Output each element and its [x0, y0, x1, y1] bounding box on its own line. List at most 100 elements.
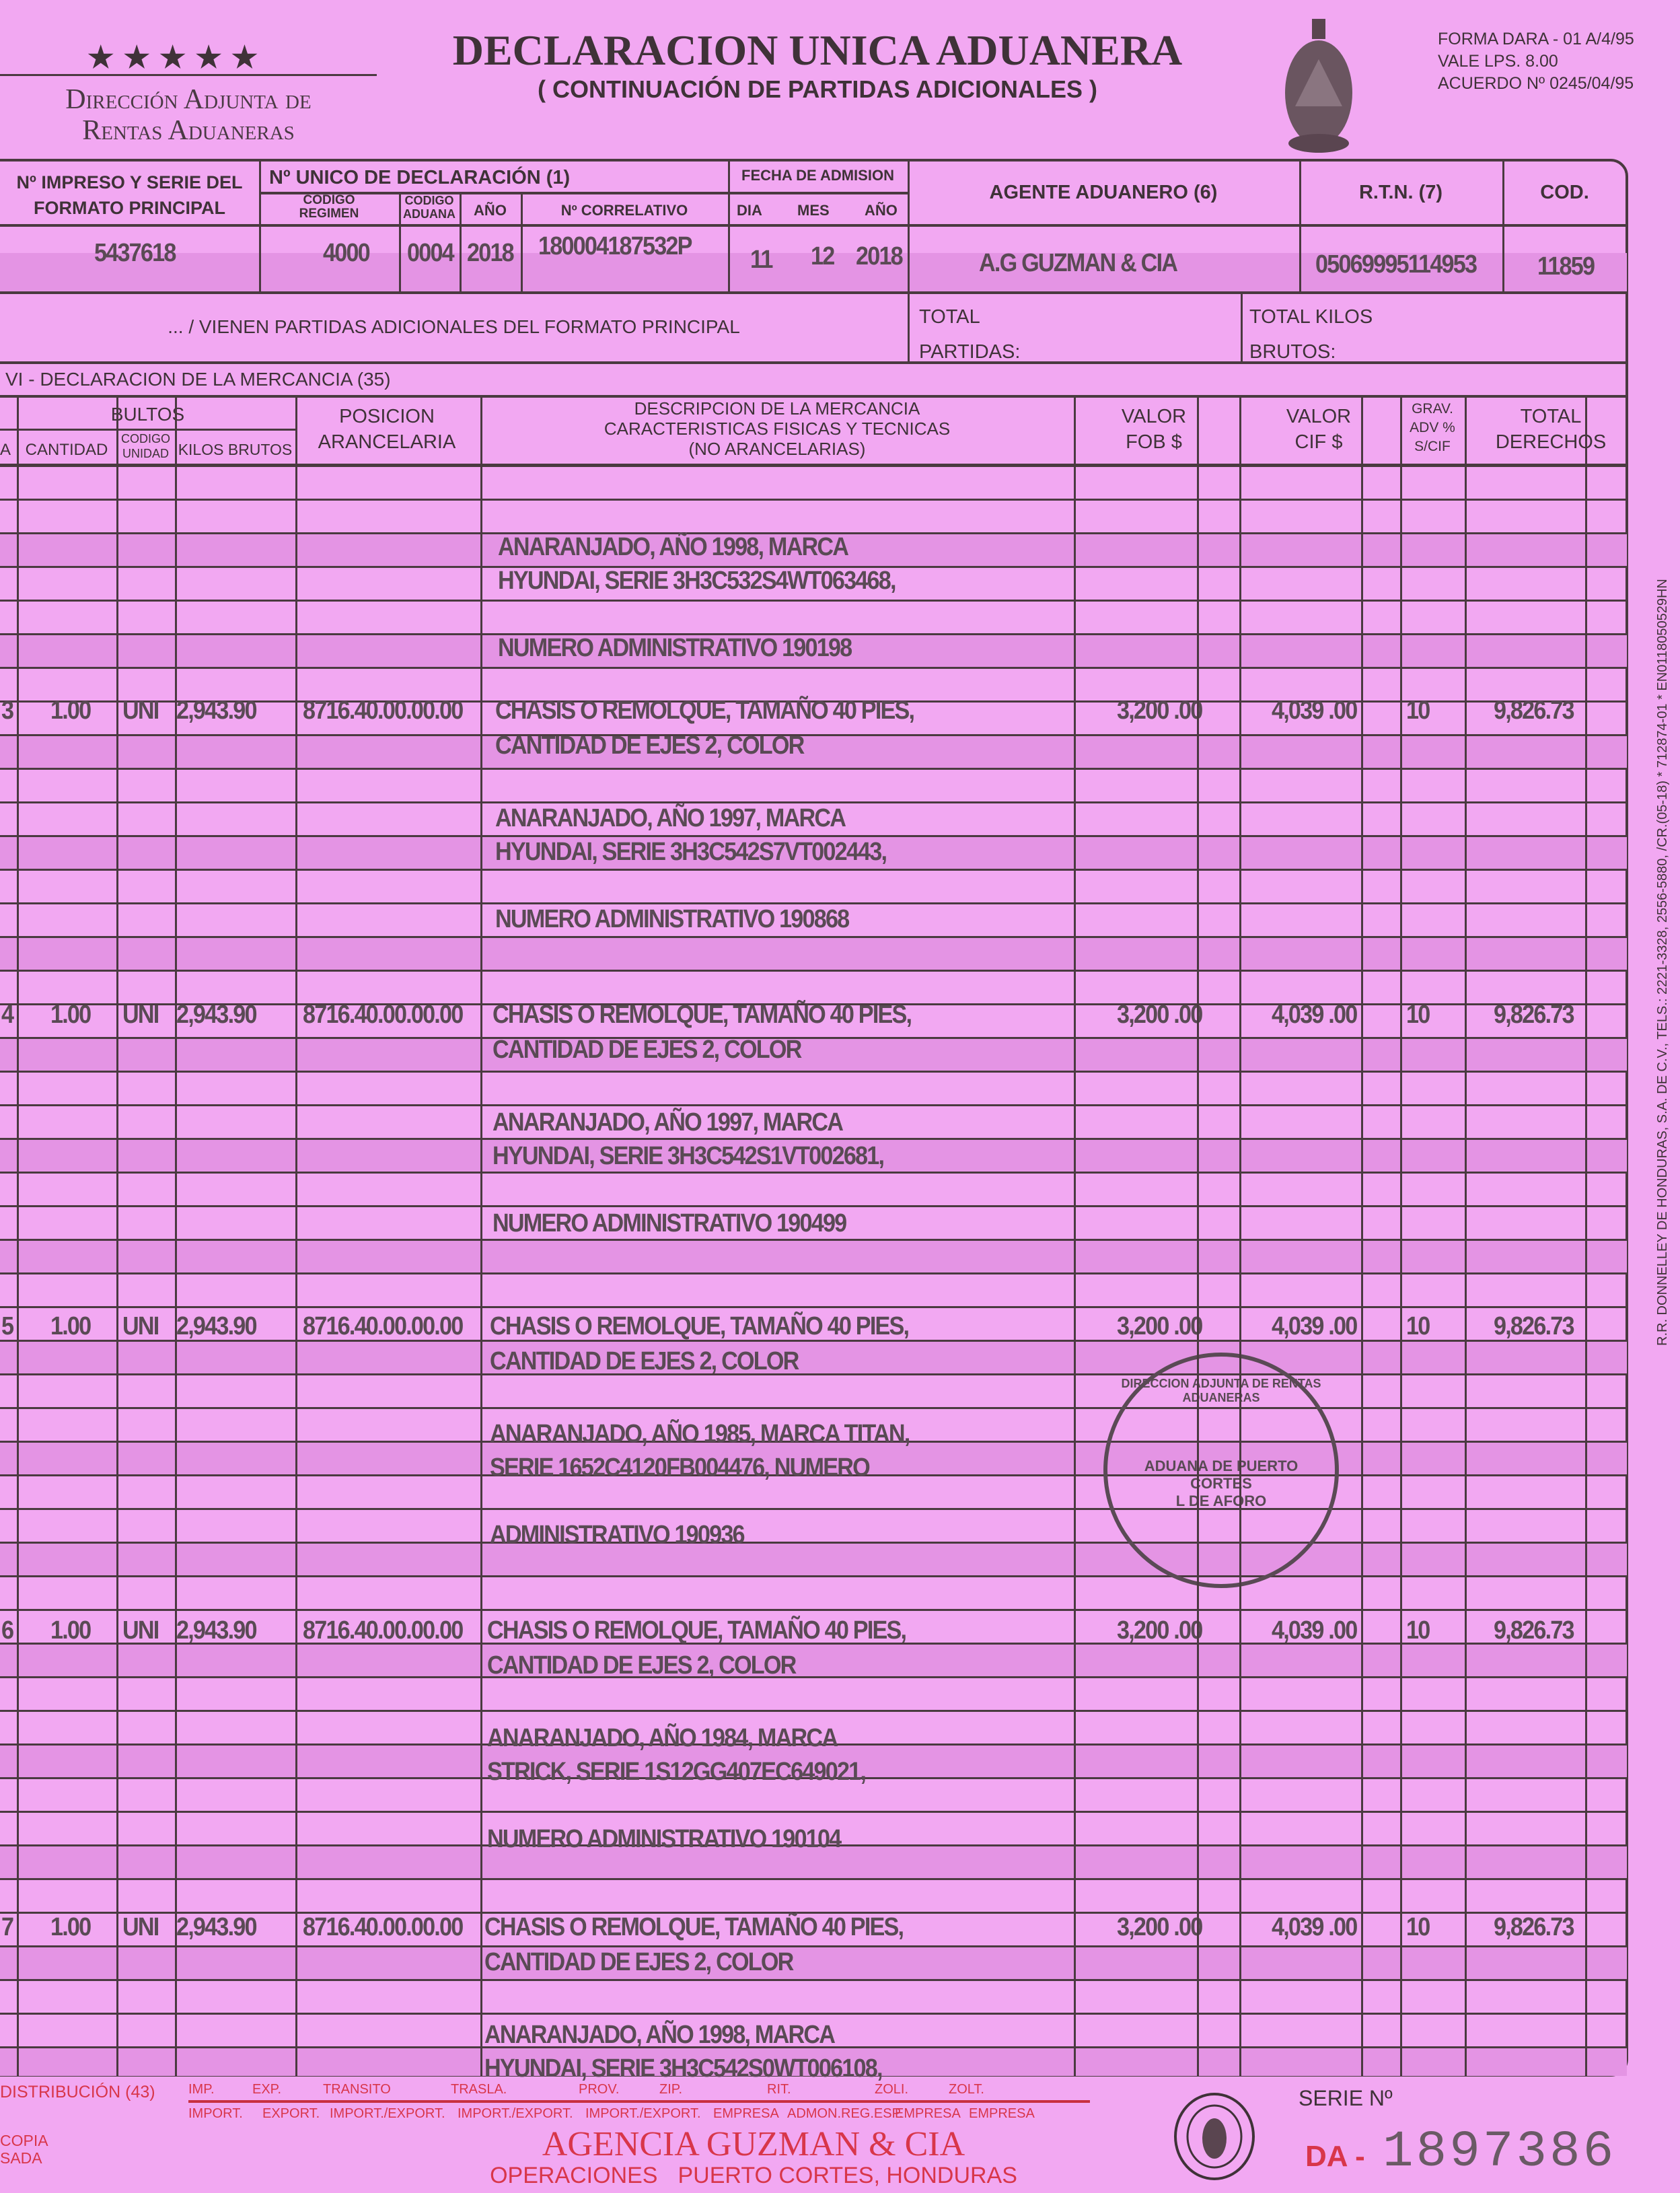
item-unidad: UNI	[122, 1616, 159, 1645]
row-line	[0, 1609, 1627, 1611]
row-line	[0, 1844, 1627, 1846]
row-line	[0, 1205, 1627, 1207]
col-cantidad: CANTIDAD	[25, 441, 108, 459]
item-cif: 4,039 .00	[1272, 1913, 1358, 1941]
item-fob: 3,200 .00	[1117, 1616, 1203, 1645]
item-kilos: 2,943.90	[176, 1001, 258, 1029]
codigo-aduana-label: CODIGO ADUANA	[403, 194, 455, 221]
row-line	[0, 1003, 1627, 1005]
row-line	[0, 667, 1627, 669]
item-no: 6	[1, 1616, 14, 1645]
item-cantidad: 1.00	[50, 1312, 92, 1340]
item-posicion: 8716.40.00.00.00	[303, 1913, 464, 1941]
distribution-label: IMP.	[188, 2082, 215, 2097]
agency-stamp-line2: OPERACIONES	[490, 2163, 658, 2189]
item-fob: 3,200 .00	[1117, 696, 1203, 725]
item-posicion: 8716.40.00.00.00	[303, 696, 464, 725]
form-price: VALE LPS. 8.00	[1438, 52, 1558, 71]
codigo-regimen-label: CODIGO REGIMEN	[299, 193, 359, 221]
item-description-line: NUMERO ADMINISTRATIVO 190198	[498, 634, 852, 662]
row-line	[0, 566, 1627, 568]
item-posicion: 8716.40.00.00.00	[303, 1001, 464, 1029]
correlativo-value: 180004187532P	[538, 232, 692, 260]
row-line	[0, 1811, 1627, 1813]
row-line	[0, 1508, 1627, 1510]
row-line	[0, 1407, 1627, 1409]
item-grav: 10	[1406, 1001, 1430, 1029]
item-unidad: UNI	[122, 1001, 159, 1029]
row-line	[0, 532, 1627, 534]
item-description-line: STRICK, SERIE 1S12GG407EC649021,	[487, 1758, 867, 1786]
column-line	[1197, 395, 1199, 2076]
impreso-label: Nº IMPRESO Y SERIE DEL FORMATO PRINCIPAL	[16, 172, 243, 218]
item-kilos: 2,943.90	[176, 1616, 258, 1645]
column-line	[1585, 395, 1587, 2076]
agency-stamp-line1: AGENCIA GUZMAN & CIA	[542, 2125, 965, 2163]
distribution-label: TRASLA.	[451, 2082, 507, 2097]
col-fob: VALOR FOB $	[1121, 406, 1187, 453]
row-line	[0, 1373, 1627, 1375]
item-description-line: HYUNDAI, SERIE 3H3C542S0WT006108,	[484, 2054, 883, 2083]
item-unidad: UNI	[122, 1913, 159, 1941]
item-description-line: ADMINISTRATIVO 190936	[490, 1521, 745, 1549]
agency-stamp-lines: OPERACIONES PUERTO CORTES, HONDURAS	[484, 2163, 1023, 2188]
row-line	[0, 768, 1627, 770]
row-line	[0, 734, 1627, 736]
item-cif: 4,039 .00	[1272, 1312, 1358, 1340]
distribution-label: ZIP.	[659, 2082, 683, 2097]
fecha-label: FECHA DE ADMISION	[741, 167, 894, 184]
distribution-label: EXPORT.	[262, 2106, 320, 2121]
item-description-line: CANTIDAD DE EJES 2, COLOR	[487, 1651, 797, 1680]
correlativo-label: Nº CORRELATIVO	[560, 202, 688, 219]
row-line	[0, 499, 1627, 501]
row-line	[0, 936, 1627, 938]
total-partidas-label: TOTAL PARTIDAS:	[919, 306, 1021, 363]
row-line	[0, 1710, 1627, 1712]
row-line	[0, 1945, 1627, 1947]
item-description-line: CHASIS O REMOLQUE, TAMAÑO 40 PIES,	[484, 1913, 904, 1941]
row-line	[0, 633, 1627, 635]
footer-divider	[188, 2100, 1090, 2103]
item-total: 9,826.73	[1494, 1616, 1575, 1645]
agency-line2: Rentas Aduaneras	[82, 115, 295, 146]
row-line	[0, 1575, 1627, 1577]
footer-top-labels: IMP. EXP. TRANSITO TRASLA. PROV. ZIP. RIT. ZOLI…	[188, 2082, 1090, 2097]
column-line	[116, 395, 118, 2076]
row-line	[0, 1172, 1627, 1174]
agency-name: Dirección Adjunta de Rentas Aduaneras	[0, 84, 377, 146]
row-line	[0, 1104, 1627, 1106]
honduras-seal-icon	[1278, 19, 1359, 153]
unico-label: Nº UNICO DE DECLARACIÓN (1)	[269, 167, 571, 188]
anio2-value: 2018	[856, 242, 904, 271]
item-description-line: ANARANJADO, AÑO 1998, MARCA	[498, 533, 849, 561]
rtn-label: R.T.N. (7)	[1358, 182, 1443, 203]
star-divider	[0, 74, 377, 76]
serie-number: 1897386	[1383, 2123, 1617, 2181]
distribution-label: EXP.	[252, 2082, 281, 2097]
item-no: 3	[1, 696, 14, 725]
item-no: 7	[1, 1913, 14, 1941]
agency-guzman-stamp: AGENCIA GUZMAN & CIA OPERACIONES PUERTO …	[484, 2125, 1023, 2189]
col-descripcion: DESCRIPCION DE LA MERCANCIA CARACTERISTI…	[604, 398, 951, 459]
row-line	[0, 1912, 1627, 1914]
distribution-label: IMPORT./EXPORT.	[585, 2106, 701, 2121]
printer-side-text: R.R. DONNELLEY DE HONDURAS, S.A. DE C.V.…	[1655, 579, 1670, 1346]
codigo-regimen-value: 4000	[323, 239, 371, 267]
item-description-line: HYUNDAI, SERIE 3H3C532S4WT063468,	[498, 567, 896, 595]
row-line	[0, 1474, 1627, 1476]
item-description-line: CHASIS O REMOLQUE, TAMAÑO 40 PIES,	[495, 696, 915, 725]
item-description-line: ANARANJADO, AÑO 1998, MARCA	[484, 2021, 836, 2049]
row-line	[0, 1979, 1627, 1981]
dia-value: 11	[750, 246, 773, 274]
serie-label: SERIE Nº	[1299, 2086, 1393, 2110]
item-grav: 10	[1406, 1616, 1430, 1645]
row-line	[0, 1340, 1627, 1342]
stamp-center-1: ADUANA DE PUERTO	[1144, 1458, 1299, 1474]
col-a: A	[0, 441, 11, 459]
stars: ★★★★★	[87, 41, 268, 74]
agente-value: A.G GUZMAN & CIA	[979, 249, 1178, 277]
column-line	[1465, 395, 1467, 2076]
item-cantidad: 1.00	[50, 1913, 92, 1941]
column-line	[17, 395, 19, 2076]
section-title: VI - DECLARACION DE LA MERCANCIA (35)	[5, 369, 391, 390]
